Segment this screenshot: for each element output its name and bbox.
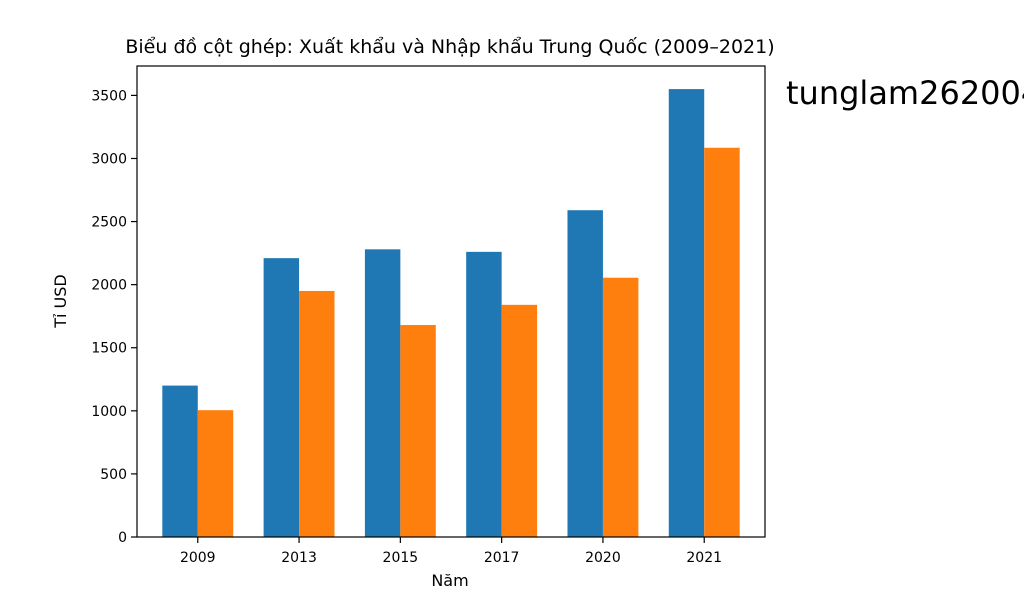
bar-series2-2015 xyxy=(400,325,436,537)
x-tick-label: 2020 xyxy=(585,550,621,566)
bars-group xyxy=(162,89,740,537)
bar-series1-2021 xyxy=(668,89,705,537)
y-axis-label: Tỉ USD xyxy=(51,274,70,329)
y-tick-label: 3000 xyxy=(91,151,127,167)
bar-series1-2009 xyxy=(162,385,198,537)
y-tick-label: 2500 xyxy=(91,215,127,231)
bar-series1-2013 xyxy=(263,258,300,537)
bar-series2-2021 xyxy=(704,147,740,537)
bar-series1-2017 xyxy=(466,251,502,537)
y-tick-label: 3500 xyxy=(91,88,127,104)
bar-series2-2020 xyxy=(602,277,639,537)
y-axis: 0 500 1000 1500 2000 2500 3000 3500 xyxy=(91,88,137,546)
x-tick-label: 2021 xyxy=(686,550,722,566)
bar-series2-2009 xyxy=(197,410,234,537)
y-tick-label: 1000 xyxy=(91,404,127,420)
chart-title: Biểu đồ cột ghép: Xuất khẩu và Nhập khẩu… xyxy=(125,36,774,58)
plot-frame xyxy=(136,65,766,538)
y-tick-label: 1500 xyxy=(91,341,127,357)
y-tick-label: 0 xyxy=(118,530,127,546)
y-tick-label: 500 xyxy=(100,467,127,483)
x-axis-label: Năm xyxy=(431,571,468,590)
bar-series1-2015 xyxy=(364,249,401,537)
x-tick-label: 2015 xyxy=(383,550,419,566)
x-tick-label: 2009 xyxy=(180,550,216,566)
x-axis: 2009 2013 2015 2017 2020 2021 xyxy=(180,537,722,566)
x-tick-label: 2017 xyxy=(484,550,520,566)
x-tick-label: 2013 xyxy=(281,550,317,566)
bar-series2-2017 xyxy=(501,304,538,537)
y-tick-label: 2000 xyxy=(91,278,127,294)
bar-series1-2020 xyxy=(567,210,603,537)
bar-series2-2013 xyxy=(299,290,335,537)
watermark-text: tunglam262004 xyxy=(786,74,1024,112)
